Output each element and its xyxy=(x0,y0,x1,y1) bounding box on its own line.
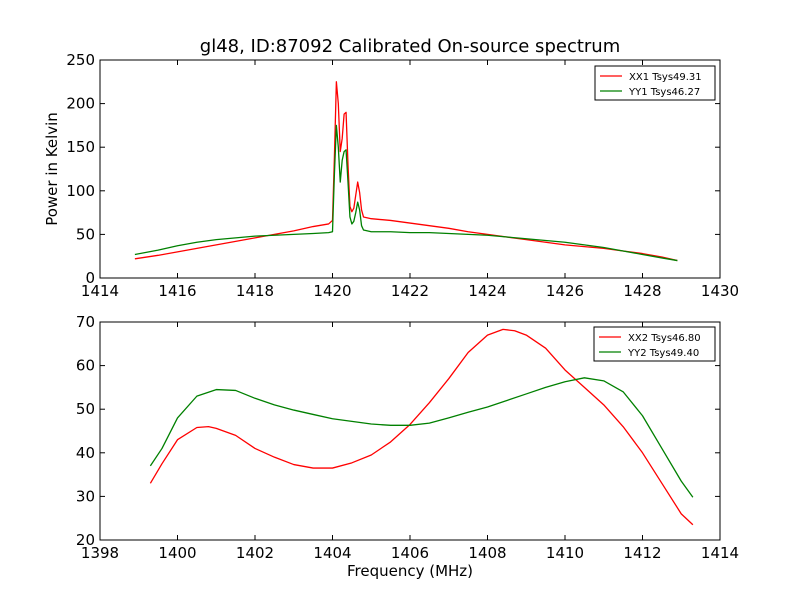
x-tick-label: 1430 xyxy=(701,282,739,300)
x-tick-label: 1410 xyxy=(546,544,584,562)
legend-label: YY2 Tsys49.40 xyxy=(627,348,699,359)
x-tick-label: 1422 xyxy=(391,282,429,300)
y-axis-label: Power in Kelvin xyxy=(43,112,61,226)
y-tick-label: 40 xyxy=(76,444,95,462)
y-tick-label: 100 xyxy=(66,182,95,200)
legend-label: YY1 Tsys46.27 xyxy=(628,87,700,98)
bottom-spectrum-panel: 1398 1400 1402 1404 1406 1408 1410 1412 1414 20 30… xyxy=(76,313,739,562)
x-tick-label: 1424 xyxy=(468,282,506,300)
series-line-yy2 xyxy=(149,377,694,498)
y-tick-label: 0 xyxy=(85,269,95,287)
x-tick-label: 1398 xyxy=(81,544,119,562)
x-tick-label: 1416 xyxy=(158,282,196,300)
y-tick-label: 30 xyxy=(76,487,95,505)
x-tick-label: 1414 xyxy=(81,282,119,300)
x-tick-label: 1428 xyxy=(623,282,661,300)
y-tick-label: 200 xyxy=(66,95,95,113)
x-tick-label: 1404 xyxy=(313,544,351,562)
y-tick-label: 250 xyxy=(66,51,95,69)
y-tick-label: 50 xyxy=(76,400,95,418)
x-tick-label: 1406 xyxy=(391,544,429,562)
y-tick-label: 60 xyxy=(76,357,95,375)
x-tick-label: 1418 xyxy=(236,282,274,300)
figure-title: gl48, ID:87092 Calibrated On-source spec… xyxy=(200,36,620,57)
x-tick-label: 1412 xyxy=(623,544,661,562)
series-line-xx1 xyxy=(134,81,678,262)
legend-box xyxy=(593,326,716,362)
y-tick-label: 150 xyxy=(66,138,95,156)
legend-label: XX2 Tsys46.80 xyxy=(628,333,701,344)
series-line-yy1 xyxy=(134,124,678,262)
x-tick-label: 1426 xyxy=(546,282,584,300)
x-tick-label: 1420 xyxy=(313,282,351,300)
legend-box xyxy=(594,65,716,101)
legend-label: XX1 Tsys49.31 xyxy=(629,72,702,83)
y-tick-label: 20 xyxy=(76,531,95,549)
top-spectrum-panel: 1414 1416 1418 1420 1422 1424 1426 1428 1430 0 50 1… xyxy=(66,51,739,300)
x-tick-label: 1400 xyxy=(158,544,196,562)
y-tick-label: 50 xyxy=(76,225,95,243)
y-tick-label: 70 xyxy=(76,313,95,331)
x-tick-label: 1414 xyxy=(701,544,739,562)
series-line-xx2 xyxy=(149,328,694,526)
x-axis-label: Frequency (MHz) xyxy=(347,562,473,580)
x-tick-label: 1408 xyxy=(468,544,506,562)
x-tick-label: 1402 xyxy=(236,544,274,562)
